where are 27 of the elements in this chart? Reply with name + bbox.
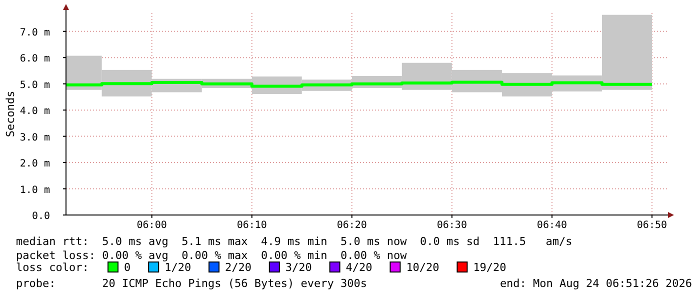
x-tick-label: 06:30 (436, 220, 467, 231)
text: packet loss: 0.00 % avg 0.00 % max 0.00 % min 0.00 % now (16, 249, 408, 262)
legend-label: 10/20 (406, 261, 440, 274)
legend-label: 3/20 (285, 261, 312, 274)
text: probe: 20 ICMP Echo Pings (56 Bytes) every 300s (16, 277, 367, 290)
y-tick-label: 3.0 m (20, 132, 50, 144)
x-tick-label: 06:40 (536, 220, 568, 231)
legend-label: 2/20 (225, 261, 252, 274)
text: end: Mon Aug 24 06:51:26 2026 (500, 277, 692, 290)
legend-label: 1/20 (164, 261, 192, 274)
x-tick-label: 06:10 (236, 220, 267, 231)
legend-label: 19/20 (473, 261, 506, 274)
x-tick-label: 06:50 (636, 220, 668, 231)
x-tick-label: 06:20 (336, 220, 367, 231)
y-tick-label: 4.0 m (20, 106, 50, 118)
y-axis-title: Seconds (4, 90, 17, 138)
y-tick-label: 5.0 m (20, 80, 50, 91)
y-tick-label: 6.0 m (20, 54, 50, 65)
x-tick-label: 06:00 (136, 220, 167, 231)
legend-label: 4/20 (346, 261, 372, 274)
y-tick-label: 0.0 (32, 211, 50, 222)
text: loss color: (16, 261, 89, 274)
y-tick-label: 1.0 m (20, 184, 50, 196)
y-tick-label: 7.0 m (20, 27, 50, 38)
legend-label: 0 (124, 261, 131, 274)
y-tick-label: 2.0 m (20, 158, 50, 170)
text: median rtt: 5.0 ms avg 5.1 ms max 4.9 ms min 5.0 ms now 0.0 ms sd 111.5 am/s (16, 235, 572, 248)
